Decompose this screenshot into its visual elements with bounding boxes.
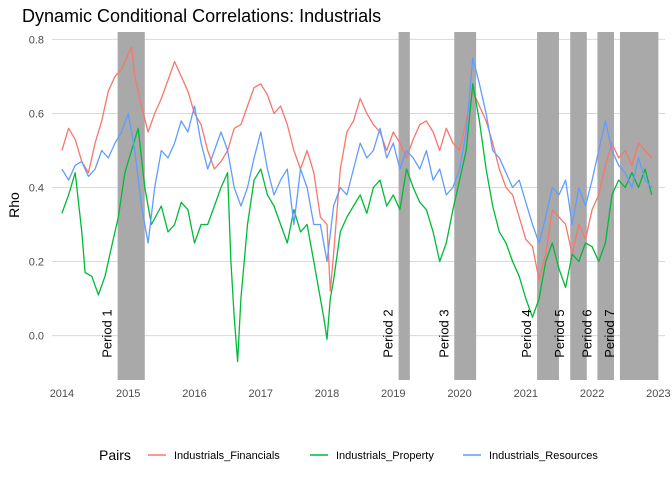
y-tick-label: 0.4 bbox=[29, 182, 44, 194]
period-label-5: Period 5 bbox=[552, 309, 567, 357]
x-tick-label: 2019 bbox=[381, 388, 405, 400]
x-tick-label: 2014 bbox=[50, 388, 74, 400]
legend-label-2: Industrials_Property bbox=[336, 450, 434, 462]
shaded-period-2 bbox=[398, 32, 410, 380]
x-tick-label: 2017 bbox=[249, 388, 273, 400]
y-axis-label: Rho bbox=[6, 192, 22, 218]
shaded-period-7 bbox=[619, 32, 659, 380]
chart-title: Dynamic Conditional Correlations: Indust… bbox=[22, 6, 381, 26]
shaded-period-5 bbox=[570, 32, 587, 380]
x-axis-ticks: 2014 2015 2016 2017 2018 2019 2020 2021 2022 2023 bbox=[50, 388, 671, 400]
y-axis-ticks: 0.0 0.2 0.4 0.6 0.8 bbox=[29, 34, 44, 342]
period-label-1: Period 1 bbox=[100, 309, 115, 357]
y-tick-label: 0.6 bbox=[29, 108, 44, 120]
x-tick-label: 2023 bbox=[646, 388, 670, 400]
series-line-1 bbox=[61, 46, 653, 292]
period-label-2: Period 2 bbox=[381, 309, 396, 357]
legend: Pairs Industrials_Financials Industrials_… bbox=[99, 447, 598, 463]
period-label-4: Period 4 bbox=[519, 309, 534, 357]
legend-label-3: Industrials_Resources bbox=[489, 450, 598, 462]
y-tick-label: 0.8 bbox=[29, 34, 44, 46]
x-tick-label: 2015 bbox=[116, 388, 140, 400]
x-tick-label: 2018 bbox=[315, 388, 339, 400]
x-tick-label: 2016 bbox=[182, 388, 206, 400]
series-lines bbox=[61, 46, 653, 363]
y-tick-label: 0.2 bbox=[29, 257, 44, 269]
period-label-6: Period 6 bbox=[579, 309, 594, 357]
x-tick-label: 2022 bbox=[580, 388, 604, 400]
period-label-3: Period 3 bbox=[436, 309, 451, 357]
series-line-3 bbox=[61, 57, 653, 263]
series-line-2 bbox=[61, 83, 653, 363]
period-labels: Period 1 Period 2 Period 3 Period 4 Period 5… bbox=[100, 309, 617, 357]
y-tick-label: 0.0 bbox=[29, 331, 44, 343]
x-tick-label: 2020 bbox=[447, 388, 471, 400]
legend-title: Pairs bbox=[99, 447, 131, 463]
shaded-period-1 bbox=[117, 32, 145, 380]
legend-label-1: Industrials_Financials bbox=[174, 450, 280, 462]
shaded-period-3 bbox=[454, 32, 477, 380]
x-tick-label: 2021 bbox=[514, 388, 538, 400]
period-label-7: Period 7 bbox=[602, 309, 617, 357]
shaded-period-6 bbox=[597, 32, 614, 380]
